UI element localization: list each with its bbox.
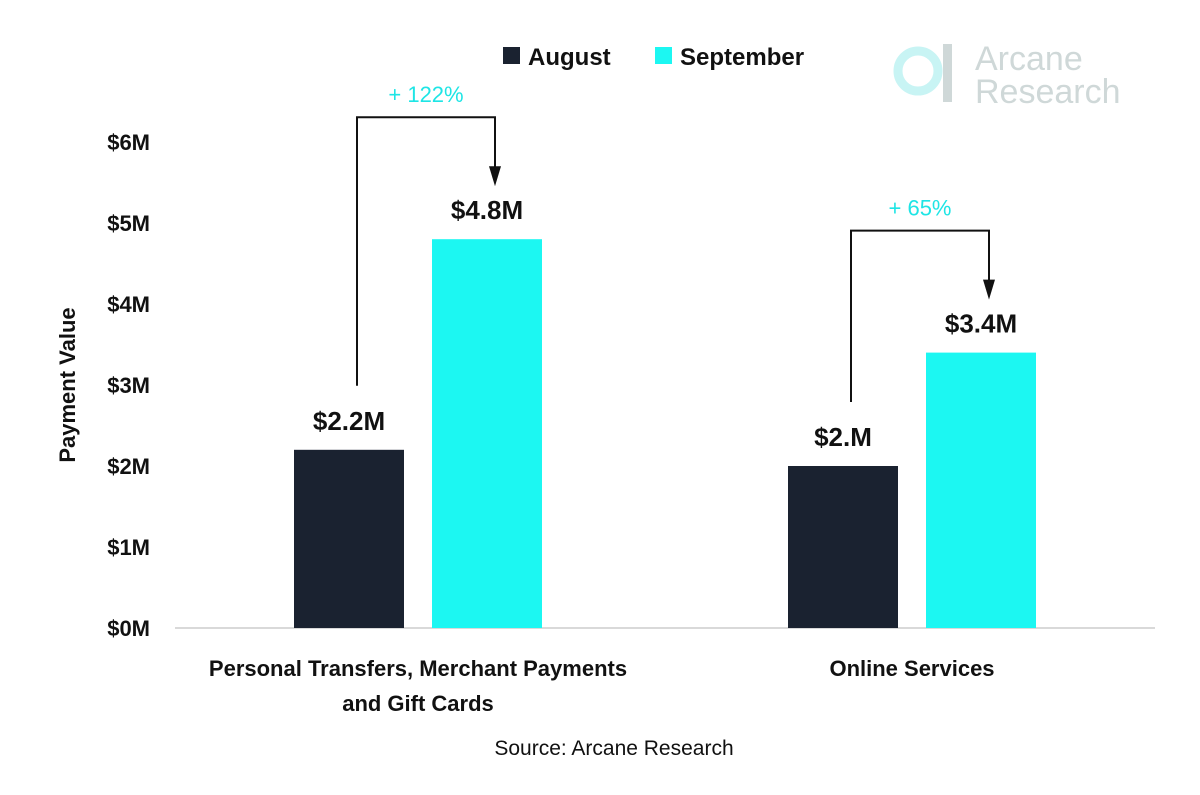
x-category-label: Online Services	[829, 656, 994, 681]
x-category-label: Personal Transfers, Merchant Payments	[209, 656, 627, 681]
bar-september	[926, 352, 1036, 628]
source-note: Source: Arcane Research	[494, 737, 733, 760]
bars	[294, 239, 1036, 628]
bar-value-label: $2.M	[814, 422, 872, 452]
legend-swatch-august	[503, 47, 520, 64]
legend: August September	[503, 44, 804, 71]
bar-september	[432, 239, 542, 628]
legend-swatch-september	[655, 47, 672, 64]
growth-arrow	[356, 116, 501, 386]
legend-label-september: September	[680, 44, 804, 71]
growth-arrow	[850, 229, 995, 402]
y-tick-label: $3M	[107, 373, 150, 398]
legend-label-august: August	[528, 44, 611, 71]
bar-value-label: $3.4M	[945, 309, 1017, 339]
bar-value-label: $4.8M	[451, 195, 523, 225]
y-tick-label: $4M	[107, 292, 150, 317]
y-axis-title: Payment Value	[55, 307, 80, 462]
x-category-label: and Gift Cards	[342, 691, 494, 716]
logo-text-line: Research	[975, 73, 1121, 111]
data-labels: $2.2M $2.M $4.8M $3.4M	[313, 195, 1017, 452]
growth-percentage: + 122%	[388, 82, 463, 107]
logo-bar-icon	[943, 44, 952, 102]
y-tick-label: $2M	[107, 454, 150, 479]
growth-annotations: + 122% + 65%	[356, 82, 995, 402]
bar-august	[788, 466, 898, 628]
y-tick-label: $5M	[107, 211, 150, 236]
y-tick-label: $0M	[107, 616, 150, 641]
axes: $0M $1M $2M $3M $4M $5M $6M Personal Transfers,…	[107, 130, 1155, 716]
bar-august	[294, 449, 404, 628]
logo-ring-icon	[893, 46, 943, 96]
y-tick-label: $1M	[107, 535, 150, 560]
bar-value-label: $2.2M	[313, 406, 385, 436]
growth-percentage: + 65%	[889, 196, 952, 221]
y-tick-label: $6M	[107, 130, 150, 155]
logo-text-line: Arcane	[975, 40, 1083, 78]
